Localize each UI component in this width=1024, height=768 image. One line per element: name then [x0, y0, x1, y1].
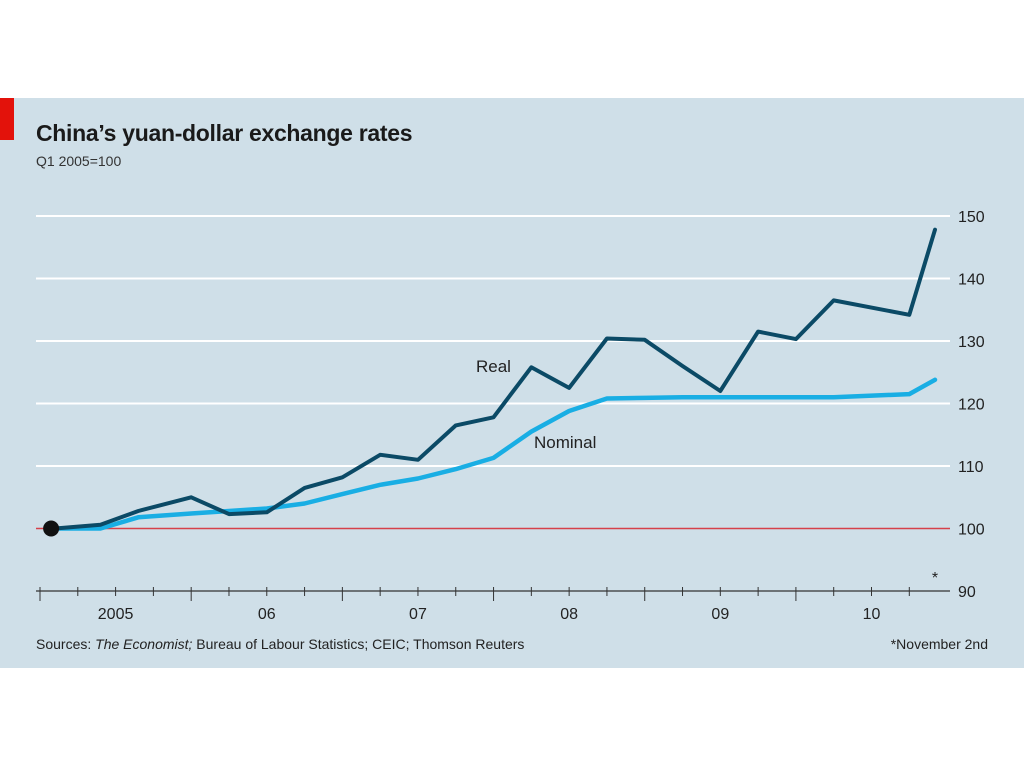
end-date-asterisk: *	[932, 570, 938, 587]
y-tick-label-140: 140	[958, 272, 985, 289]
chart-subtitle: Q1 2005=100	[36, 153, 122, 169]
gridlines	[36, 215, 950, 530]
start-point-marker	[43, 520, 60, 537]
y-tick-label-120: 120	[958, 397, 985, 414]
series-label-real: Real	[476, 357, 511, 376]
footnote: *November 2nd	[890, 636, 988, 652]
chart-title: China’s yuan-dollar exchange rates	[36, 120, 413, 146]
series-line-real	[53, 227, 937, 531]
x-tick-label-10: 10	[863, 606, 881, 623]
x-tick-label-09: 09	[711, 606, 729, 623]
sources-note: Sources: The Economist; Bureau of Labour…	[36, 636, 524, 652]
x-tick-label-07: 07	[409, 606, 427, 623]
y-tick-label-110: 110	[958, 459, 984, 476]
line-chart: 150 140 130 120 110 100 90 2005 06 07 08 09 10 Real No…	[36, 209, 985, 623]
chart-figure: China’s yuan-dollar exchange rates Q1 20…	[0, 98, 1024, 668]
labels: 150 140 130 120 110 100 90 2005 06 07 08 09 10 Real No…	[98, 209, 985, 623]
x-tick-label-06: 06	[258, 606, 276, 623]
series-line-nominal	[52, 377, 938, 531]
series-lines	[43, 227, 938, 537]
sources-italic: The Economist;	[95, 636, 193, 652]
y-tick-label-150: 150	[958, 209, 985, 226]
x-axis	[36, 587, 950, 601]
y-tick-label-130: 130	[958, 334, 985, 351]
y-tick-label-100: 100	[958, 522, 985, 539]
y-tick-label-90: 90	[958, 584, 976, 601]
sources-prefix: Sources:	[36, 636, 96, 652]
x-tick-label-08: 08	[560, 606, 578, 623]
series-label-nominal: Nominal	[534, 433, 596, 452]
x-tick-label-2005: 2005	[98, 606, 134, 623]
red-accent-tab	[0, 98, 14, 140]
sources-rest: Bureau of Labour Statistics; CEIC; Thoms…	[192, 636, 525, 652]
